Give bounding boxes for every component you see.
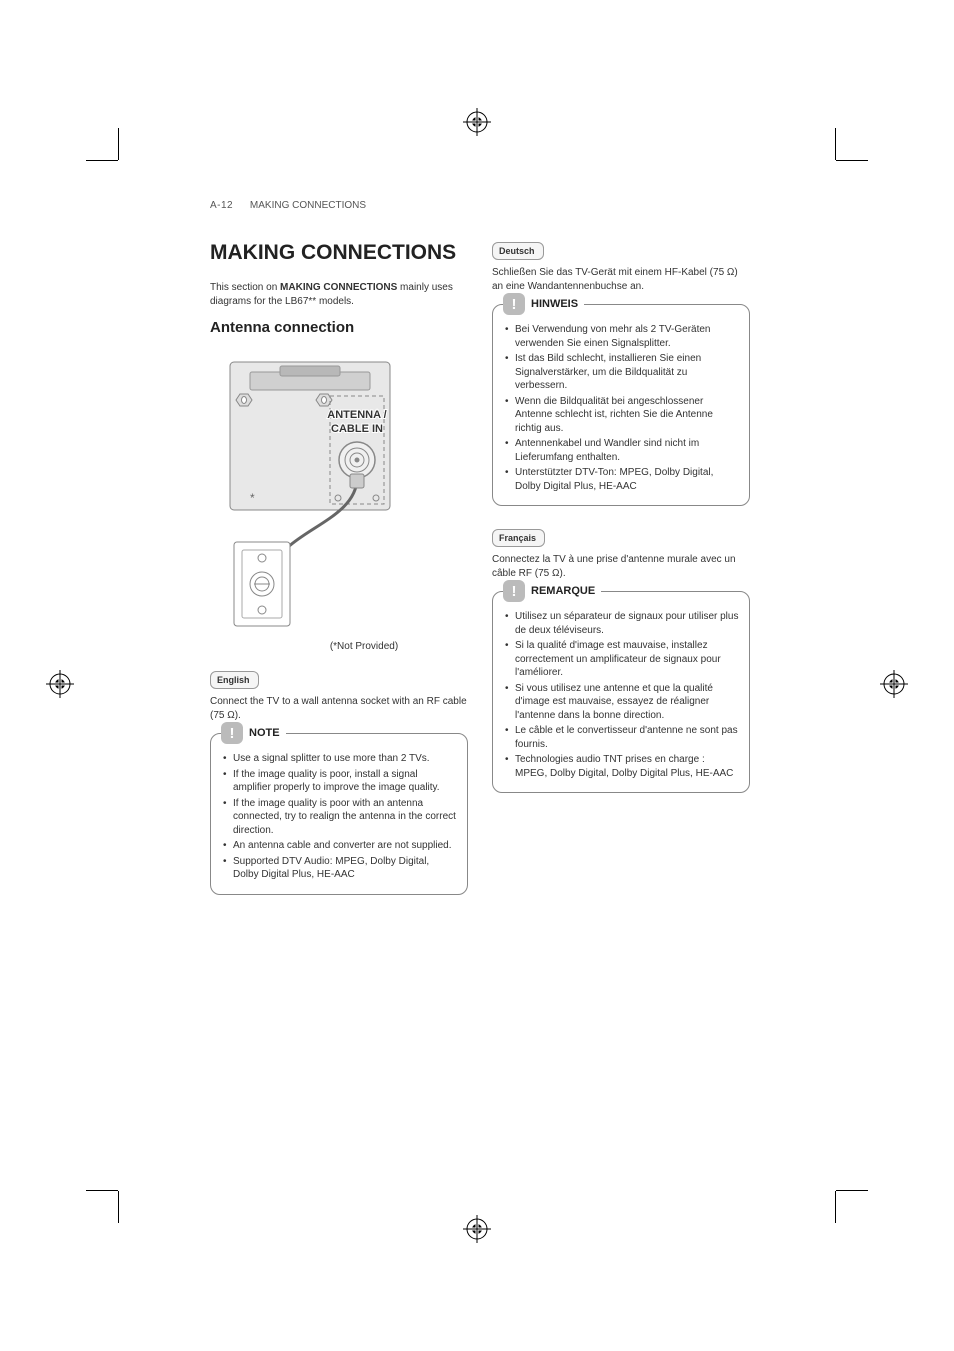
list-item: Antennenkabel und Wandler sind nicht im … (505, 437, 739, 464)
lang-tag-english: English (210, 671, 259, 689)
page-content: A-12 MAKING CONNECTIONS MAKING CONNECTIO… (210, 200, 750, 917)
note-icon: ! (503, 580, 525, 602)
diagram-footnote: (*Not Provided) (260, 641, 468, 652)
crop-mark (836, 160, 868, 161)
crop-mark (118, 1191, 119, 1223)
list-item: Utilisez un séparateur de signaux pour u… (505, 610, 739, 637)
antenna-diagram: ANTENNA / CABLE IN * (210, 352, 410, 632)
left-column: MAKING CONNECTIONS This section on MAKIN… (210, 241, 468, 917)
note-list-english: Use a signal splitter to use more than 2… (221, 752, 457, 882)
deutsch-text: Schließen Sie das TV-Gerät mit einem HF-… (492, 266, 750, 294)
list-item: An antenna cable and converter are not s… (223, 839, 457, 853)
page-header: A-12 MAKING CONNECTIONS (210, 200, 750, 211)
note-icon: ! (503, 293, 525, 315)
lang-tag-deutsch: Deutsch (492, 242, 544, 260)
note-icon: ! (221, 722, 243, 744)
list-item: Supported DTV Audio: MPEG, Dolby Digital… (223, 855, 457, 882)
crop-mark (836, 1190, 868, 1191)
list-item: Si la qualité d'image est mauvaise, inst… (505, 639, 739, 680)
registration-mark-icon (46, 670, 74, 698)
english-text: Connect the TV to a wall antenna socket … (210, 695, 468, 723)
page-title: MAKING CONNECTIONS (210, 241, 468, 265)
right-column: Deutsch Schließen Sie das TV-Gerät mit e… (492, 241, 750, 917)
antenna-label-1: ANTENNA / (327, 409, 386, 421)
note-box-english: ! NOTE Use a signal splitter to use more… (210, 733, 468, 895)
list-item: If the image quality is poor, install a … (223, 768, 457, 795)
note-title-deutsch: HINWEIS (531, 298, 578, 310)
list-item: Ist das Bild schlecht, installieren Sie … (505, 352, 739, 393)
lang-tag-francais: Français (492, 529, 545, 547)
list-item: Bei Verwendung von mehr als 2 TV-Geräten… (505, 323, 739, 350)
list-item: Unterstützter DTV-Ton: MPEG, Dolby Digit… (505, 466, 739, 493)
crop-mark (86, 160, 118, 161)
list-item: If the image quality is poor with an ant… (223, 797, 457, 838)
note-title-english: NOTE (249, 727, 280, 739)
note-box-francais: ! REMARQUE Utilisez un séparateur de sig… (492, 591, 750, 793)
list-item: Technologies audio TNT prises en charge … (505, 753, 739, 780)
crop-mark (118, 128, 119, 160)
intro-text: This section on MAKING CONNECTIONS mainl… (210, 281, 468, 309)
crop-mark (835, 128, 836, 160)
list-item: Si vous utilisez une antenne et que la q… (505, 682, 739, 723)
list-item: Wenn die Bildqualität bei angeschlossene… (505, 395, 739, 436)
note-title-francais: REMARQUE (531, 585, 595, 597)
intro-pre: This section on (210, 282, 280, 293)
antenna-label-2: CABLE IN (331, 423, 383, 435)
svg-text:*: * (250, 491, 255, 505)
list-item: Use a signal splitter to use more than 2… (223, 752, 457, 766)
section-subtitle: Antenna connection (210, 319, 468, 336)
intro-bold: MAKING CONNECTIONS (280, 282, 397, 293)
note-list-francais: Utilisez un séparateur de signaux pour u… (503, 610, 739, 780)
crop-mark (835, 1191, 836, 1223)
page-number: A-12 (210, 200, 233, 211)
registration-mark-icon (463, 1215, 491, 1243)
note-box-deutsch: ! HINWEIS Bei Verwendung von mehr als 2 … (492, 304, 750, 506)
header-section: MAKING CONNECTIONS (250, 200, 366, 211)
note-list-deutsch: Bei Verwendung von mehr als 2 TV-Geräten… (503, 323, 739, 493)
francais-text: Connectez la TV à une prise d'antenne mu… (492, 553, 750, 581)
crop-mark (86, 1190, 118, 1191)
list-item: Le câble et le convertisseur d'antenne n… (505, 724, 739, 751)
registration-mark-icon (880, 670, 908, 698)
registration-mark-icon (463, 108, 491, 136)
